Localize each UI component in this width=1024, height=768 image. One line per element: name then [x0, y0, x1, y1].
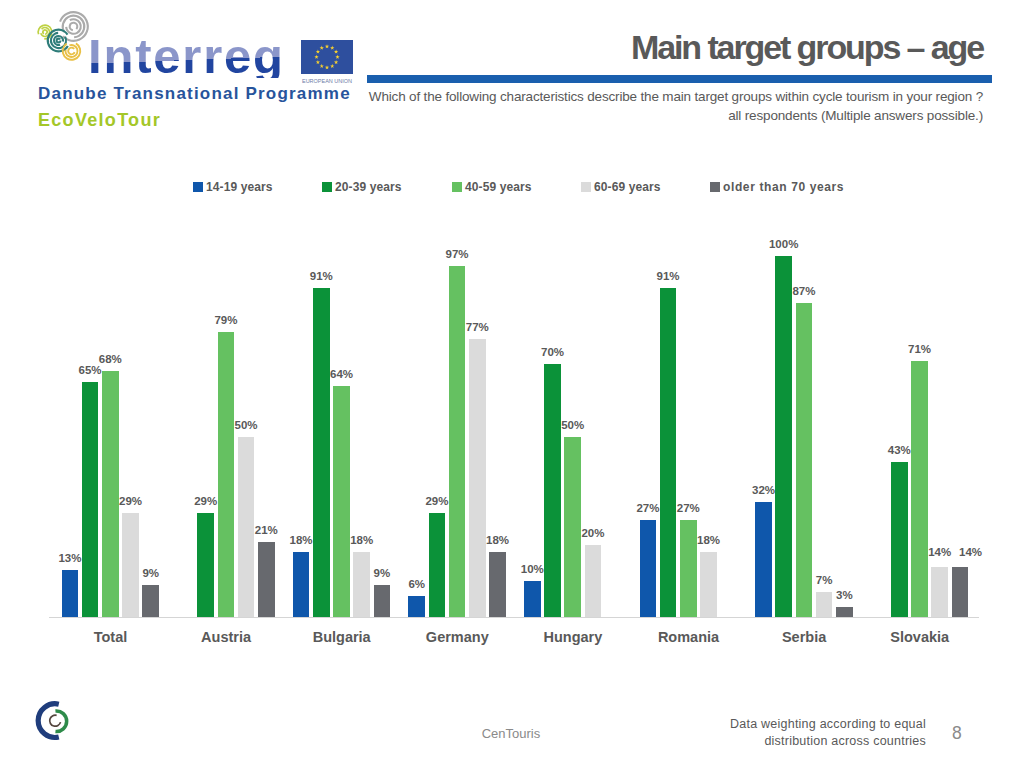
svg-text:EUROPEAN UNION: EUROPEAN UNION [302, 78, 352, 84]
